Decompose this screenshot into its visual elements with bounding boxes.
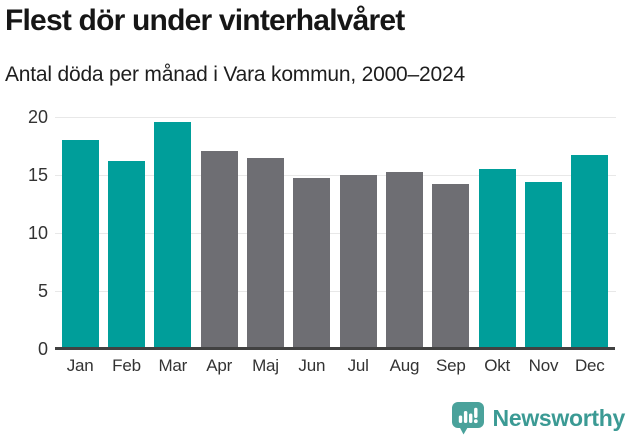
chart-title: Flest dör under vinterhalvåret	[5, 4, 405, 37]
x-label-mar: Mar	[158, 356, 188, 375]
bar-cell-aug	[381, 171, 427, 349]
bar-dec	[571, 155, 609, 349]
y-tick-0: 0	[37, 339, 48, 359]
x-label-maj: Maj	[252, 356, 279, 375]
bar-cell-jan	[57, 140, 103, 349]
bar-mar	[154, 121, 192, 349]
x-label-dec: Dec	[574, 356, 605, 375]
bar-jul	[339, 175, 377, 349]
y-tick-20: 20	[27, 107, 48, 127]
bar-apr	[200, 150, 238, 349]
x-axis-labels: Jan Feb Mar Apr Maj Jun Jul Aug Sep Okt Nov Dec	[57, 356, 613, 376]
bar-cell-okt	[474, 169, 520, 349]
x-axis-line	[55, 347, 615, 350]
chart-subtitle: Antal döda per månad i Vara kommun, 2000…	[5, 63, 465, 86]
bar-cell-feb	[103, 161, 149, 349]
y-tick-15: 15	[27, 165, 48, 185]
plot-area	[55, 117, 616, 349]
bar-cell-nov	[520, 181, 566, 349]
bar-jun	[293, 178, 331, 349]
x-label-okt: Okt	[484, 356, 511, 375]
brand-footer: Newsworthy	[451, 401, 625, 435]
x-label-apr: Apr	[206, 356, 233, 375]
bar-maj	[246, 157, 284, 349]
gridline-5	[55, 291, 616, 292]
bar-jan	[61, 140, 99, 349]
bar-cell-mar	[150, 121, 196, 349]
bar-okt	[478, 169, 516, 349]
y-tick-10: 10	[27, 223, 48, 243]
bar-cell-jul	[335, 175, 381, 349]
bar-cell-dec	[567, 155, 613, 349]
bar-cell-sep	[428, 184, 474, 349]
x-label-jul: Jul	[347, 356, 369, 375]
x-label-sep: Sep	[435, 356, 466, 375]
gridline-15	[55, 175, 616, 176]
y-tick-5: 5	[37, 281, 48, 301]
bar-cell-maj	[242, 157, 288, 349]
bar-series	[57, 117, 613, 349]
bar-aug	[385, 171, 423, 349]
gridline-10	[55, 233, 616, 234]
x-label-aug: Aug	[389, 356, 420, 375]
gridline-20	[55, 117, 616, 118]
bar-nov	[524, 181, 562, 349]
brand-name: Newsworthy	[492, 404, 626, 431]
x-label-feb: Feb	[112, 356, 141, 375]
bar-cell-jun	[289, 178, 335, 349]
bar-feb	[107, 161, 145, 349]
x-label-nov: Nov	[528, 356, 559, 375]
bar-cell-apr	[196, 150, 242, 349]
bar-sep	[432, 184, 470, 349]
x-label-jun: Jun	[298, 356, 326, 375]
newsworthy-logo-icon	[451, 402, 484, 435]
x-label-jan: Jan	[66, 356, 94, 375]
